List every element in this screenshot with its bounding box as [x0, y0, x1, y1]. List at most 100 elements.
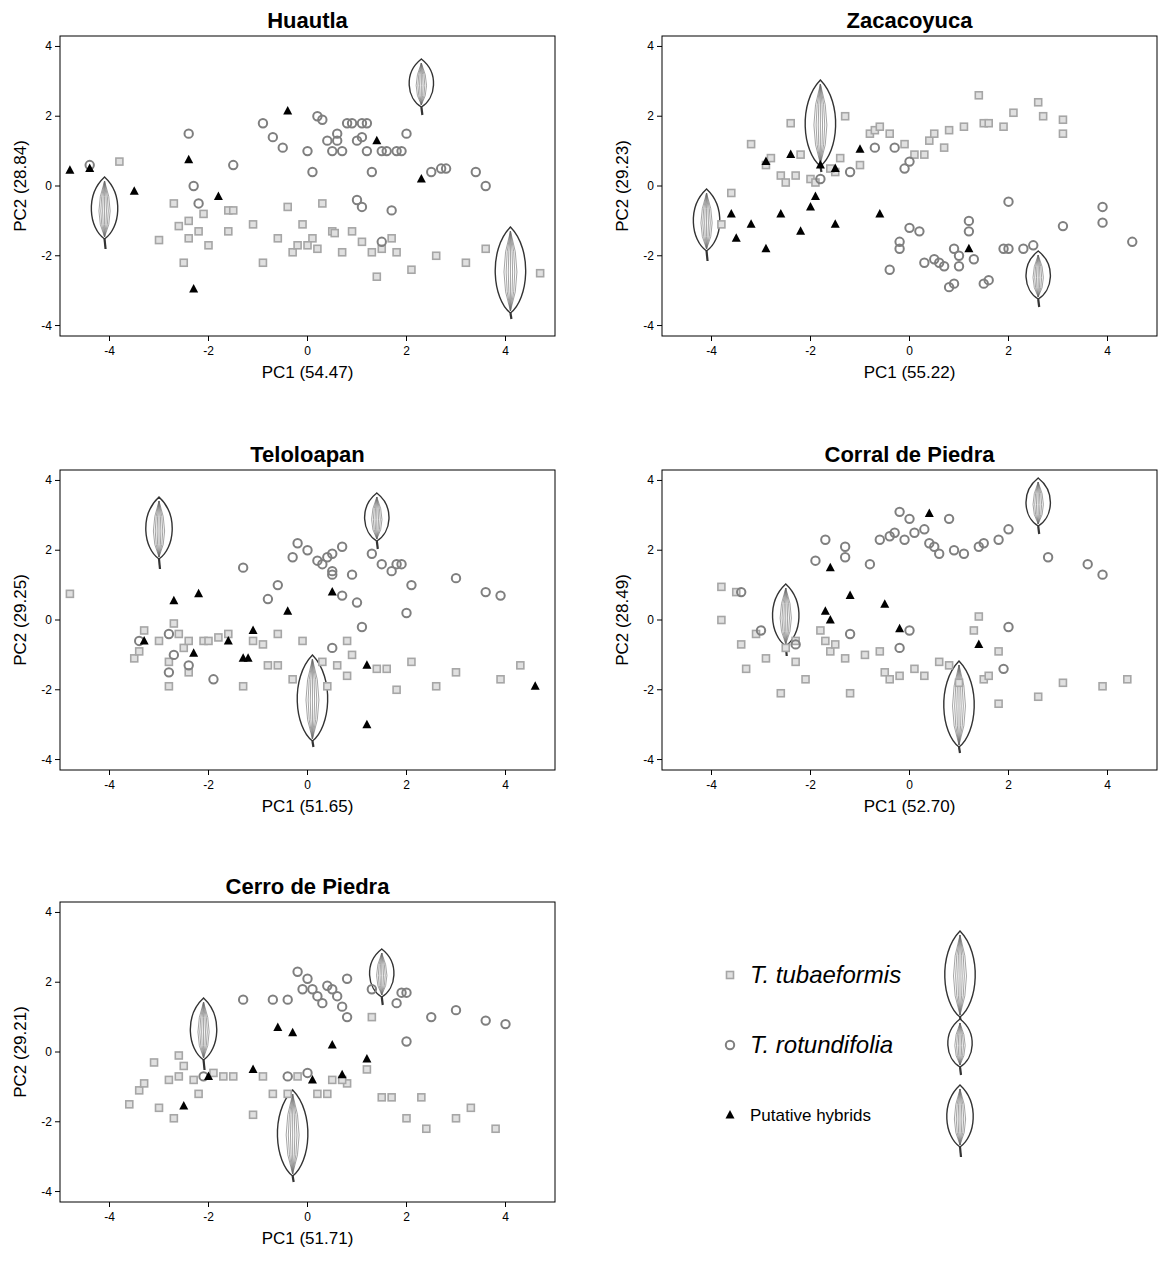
point — [215, 634, 222, 641]
y-tick — [657, 325, 662, 326]
panel: Teloloapan-4-2024-4-2024PC1 (51.65)PC2 (… — [11, 442, 555, 816]
leaf-petiole — [382, 997, 383, 1005]
point — [308, 1075, 317, 1084]
point — [170, 620, 177, 627]
point — [259, 259, 266, 266]
point — [895, 624, 904, 633]
leaf-vein — [382, 953, 387, 995]
point — [496, 591, 504, 599]
point — [259, 1073, 266, 1080]
point — [393, 249, 400, 256]
point — [1098, 570, 1106, 578]
point — [767, 155, 774, 162]
point — [866, 560, 874, 568]
point — [333, 129, 341, 137]
point — [156, 237, 163, 244]
x-tick — [810, 336, 811, 341]
leaf-vein — [1036, 482, 1038, 524]
y-tick — [55, 1121, 60, 1122]
leaf-vein — [101, 181, 105, 237]
point — [214, 191, 223, 200]
leaf-vein — [958, 1023, 960, 1065]
y-tick-label: -4 — [41, 319, 52, 333]
point — [497, 676, 504, 683]
point — [126, 1101, 133, 1108]
y-tick-label: 0 — [45, 613, 52, 627]
leaf-illustration — [190, 998, 216, 1070]
leaf-vein — [373, 497, 376, 539]
leaf-illustration — [947, 1085, 973, 1157]
point — [847, 690, 854, 697]
point — [189, 648, 198, 657]
leaf-vein — [1038, 482, 1043, 524]
point — [802, 676, 809, 683]
point — [975, 92, 982, 99]
point — [841, 543, 849, 551]
leaf-petiole — [377, 541, 378, 549]
leaf-vein — [506, 231, 510, 311]
x-tick — [406, 770, 407, 775]
point — [757, 626, 765, 634]
series — [135, 539, 505, 683]
leaf-vein — [954, 1089, 960, 1145]
points — [718, 92, 1137, 292]
leaf-illustration — [944, 661, 974, 753]
point — [303, 1069, 311, 1077]
point — [131, 655, 138, 662]
point — [353, 598, 361, 606]
point — [358, 203, 366, 211]
point — [136, 1087, 143, 1094]
point — [284, 1090, 291, 1097]
point — [816, 175, 824, 183]
point — [940, 262, 948, 270]
point — [482, 245, 489, 252]
point — [368, 985, 376, 993]
point — [920, 525, 928, 533]
point — [66, 590, 73, 597]
x-tick-label: 2 — [1005, 778, 1012, 792]
leaf-illustration — [495, 227, 525, 319]
y-tick-label: 4 — [45, 473, 52, 487]
point — [905, 515, 913, 523]
y-tick — [657, 620, 662, 621]
point — [842, 655, 849, 662]
point — [269, 995, 277, 1003]
point — [896, 672, 903, 679]
point — [249, 625, 258, 634]
panel-title: Teloloapan — [250, 442, 365, 467]
point — [452, 574, 460, 582]
leaf-vein — [380, 953, 382, 995]
point — [184, 155, 193, 164]
leaf-layer — [146, 493, 389, 747]
point — [328, 147, 336, 155]
leaf-illustration — [805, 80, 835, 172]
point — [880, 599, 889, 608]
x-tick-label: 4 — [1104, 344, 1111, 358]
point — [747, 219, 756, 228]
leaf-vein — [957, 665, 959, 745]
point — [423, 1125, 430, 1132]
point — [329, 1076, 336, 1083]
point — [348, 570, 356, 578]
x-tick — [307, 336, 308, 341]
point — [294, 1073, 301, 1080]
point — [786, 150, 795, 159]
x-tick — [505, 336, 506, 341]
leaf-layer — [693, 80, 1050, 307]
legend-label: Putative hybrids — [750, 1106, 871, 1125]
plot-frame — [662, 470, 1157, 770]
point — [319, 658, 326, 665]
point — [1099, 683, 1106, 690]
point — [338, 1070, 347, 1079]
leaf-vein — [701, 193, 707, 249]
leaf-illustration — [948, 1019, 972, 1075]
plot-frame — [60, 470, 555, 770]
point — [417, 174, 426, 183]
point — [250, 637, 257, 644]
point — [185, 217, 192, 224]
y-tick-label: 2 — [647, 109, 654, 123]
point — [738, 641, 745, 648]
point — [224, 636, 233, 645]
y-tick — [657, 46, 662, 47]
point — [895, 644, 903, 652]
